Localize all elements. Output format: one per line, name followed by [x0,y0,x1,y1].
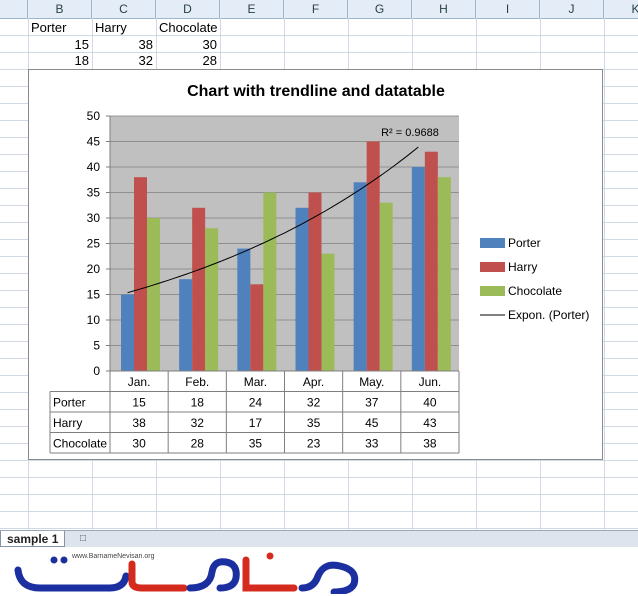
sheet-tabs-bar: sample 1 □ [0,530,638,547]
data-label: 17 [249,416,263,430]
column-header[interactable]: G [348,0,412,18]
x-tick-label: Apr. [303,375,324,389]
legend-swatch-harry [480,262,505,272]
data-label: 18 [191,396,205,410]
legend-entry: Chocolate [508,284,562,298]
bar-chocolate [147,218,160,371]
bar-harry [192,207,206,371]
y-tick-label: 5 [93,339,100,353]
column-header[interactable]: B [28,0,92,18]
y-tick-label: 50 [87,109,101,123]
y-tick-label: 45 [87,135,101,149]
data-label: 15 [132,396,146,410]
legend-swatch-porter [480,238,505,248]
legend-entry: Harry [508,260,537,274]
bar-harry [366,141,380,371]
bar-harry [308,192,322,371]
column-header[interactable]: I [476,0,540,18]
data-label: 23 [307,437,321,451]
data-label: 30 [132,437,146,451]
bar-chocolate [321,253,335,371]
y-tick-label: 25 [87,237,101,251]
bar-porter [237,248,251,371]
data-label: 38 [423,437,437,451]
bar-harry [134,177,147,371]
cell-header-porter[interactable]: Porter [31,20,67,35]
data-label: 28 [191,437,205,451]
column-header[interactable]: F [284,0,348,18]
cell-header-harry[interactable]: Harry [95,20,127,35]
trendline [127,146,419,294]
x-tick-label: Mar. [244,375,267,389]
y-tick-label: 10 [87,313,101,327]
bar-porter [353,182,367,371]
bar-porter [121,294,134,371]
cell-value[interactable]: 28 [202,53,217,68]
data-label: 35 [249,437,263,451]
y-tick-label: 30 [87,211,101,225]
data-label: 24 [249,396,263,410]
site-logo: www.BarnameNevisan.org [14,552,359,594]
data-label: 37 [365,396,379,410]
bar-chocolate [437,177,451,371]
bar-harry [424,151,438,371]
cell-value[interactable]: 30 [202,37,217,52]
bar-harry [250,284,264,371]
data-table-row-label: Porter [53,396,86,410]
data-label: 45 [365,416,379,430]
data-label: 32 [307,396,321,410]
x-tick-label: May. [359,375,384,389]
column-header[interactable]: K [604,0,638,18]
data-label: 40 [423,396,437,410]
x-tick-label: Jun. [419,375,442,389]
data-table-row-label: Harry [53,416,82,430]
column-header-row: B C D E F G H I J K [0,0,638,19]
data-label: 43 [423,416,437,430]
column-header-a[interactable] [0,0,28,18]
column-header[interactable]: H [412,0,476,18]
sheet-tab-sample-1[interactable]: sample 1 [0,531,66,547]
x-tick-label: Feb. [185,375,209,389]
column-header[interactable]: D [156,0,220,18]
y-tick-label: 15 [87,288,101,302]
column-header[interactable]: J [540,0,604,18]
data-label: 32 [191,416,205,430]
bar-porter [411,167,425,371]
bar-chocolate [379,202,393,371]
insert-worksheet-icon[interactable]: □ [79,533,87,544]
data-table-row-label: Chocolate [53,437,107,451]
legend-entry: Expon. (Porter) [508,308,589,322]
y-tick-label: 40 [87,160,101,174]
data-label: 33 [365,437,379,451]
cell-value[interactable]: 32 [138,53,153,68]
legend-entry: Porter [508,236,541,250]
data-label: 38 [132,416,146,430]
column-header[interactable]: E [220,0,284,18]
y-tick-label: 35 [87,186,101,200]
y-tick-label: 0 [93,364,100,378]
bar-porter [179,279,193,371]
cell-value[interactable]: 15 [74,37,89,52]
legend-swatch-chocolate [480,286,505,296]
logo-url-text: www.BarnameNevisan.org [71,553,155,560]
bar-chocolate [263,192,277,371]
trendline-r2-label: R² = 0.9688 [381,127,439,139]
y-tick-label: 20 [87,262,101,276]
cell-value[interactable]: 38 [138,37,153,52]
column-header[interactable]: C [92,0,156,18]
cell-value[interactable]: 18 [74,53,89,68]
cell-header-chocolate[interactable]: Chocolate [159,20,218,35]
bar-porter [295,207,309,371]
spreadsheet: B C D E F G H I J K Porter Harry Chocola… [0,0,638,530]
data-label: 35 [307,416,321,430]
x-tick-label: Jan. [128,375,151,389]
bar-chocolate [205,228,219,371]
chart-title: Chart with trendline and datatable [187,83,445,100]
chart-object[interactable]: Chart with trendline and datatable 0 5 10 15… [28,69,603,460]
chart-canvas: Chart with trendline and datatable 0 5 10 15… [49,83,589,454]
